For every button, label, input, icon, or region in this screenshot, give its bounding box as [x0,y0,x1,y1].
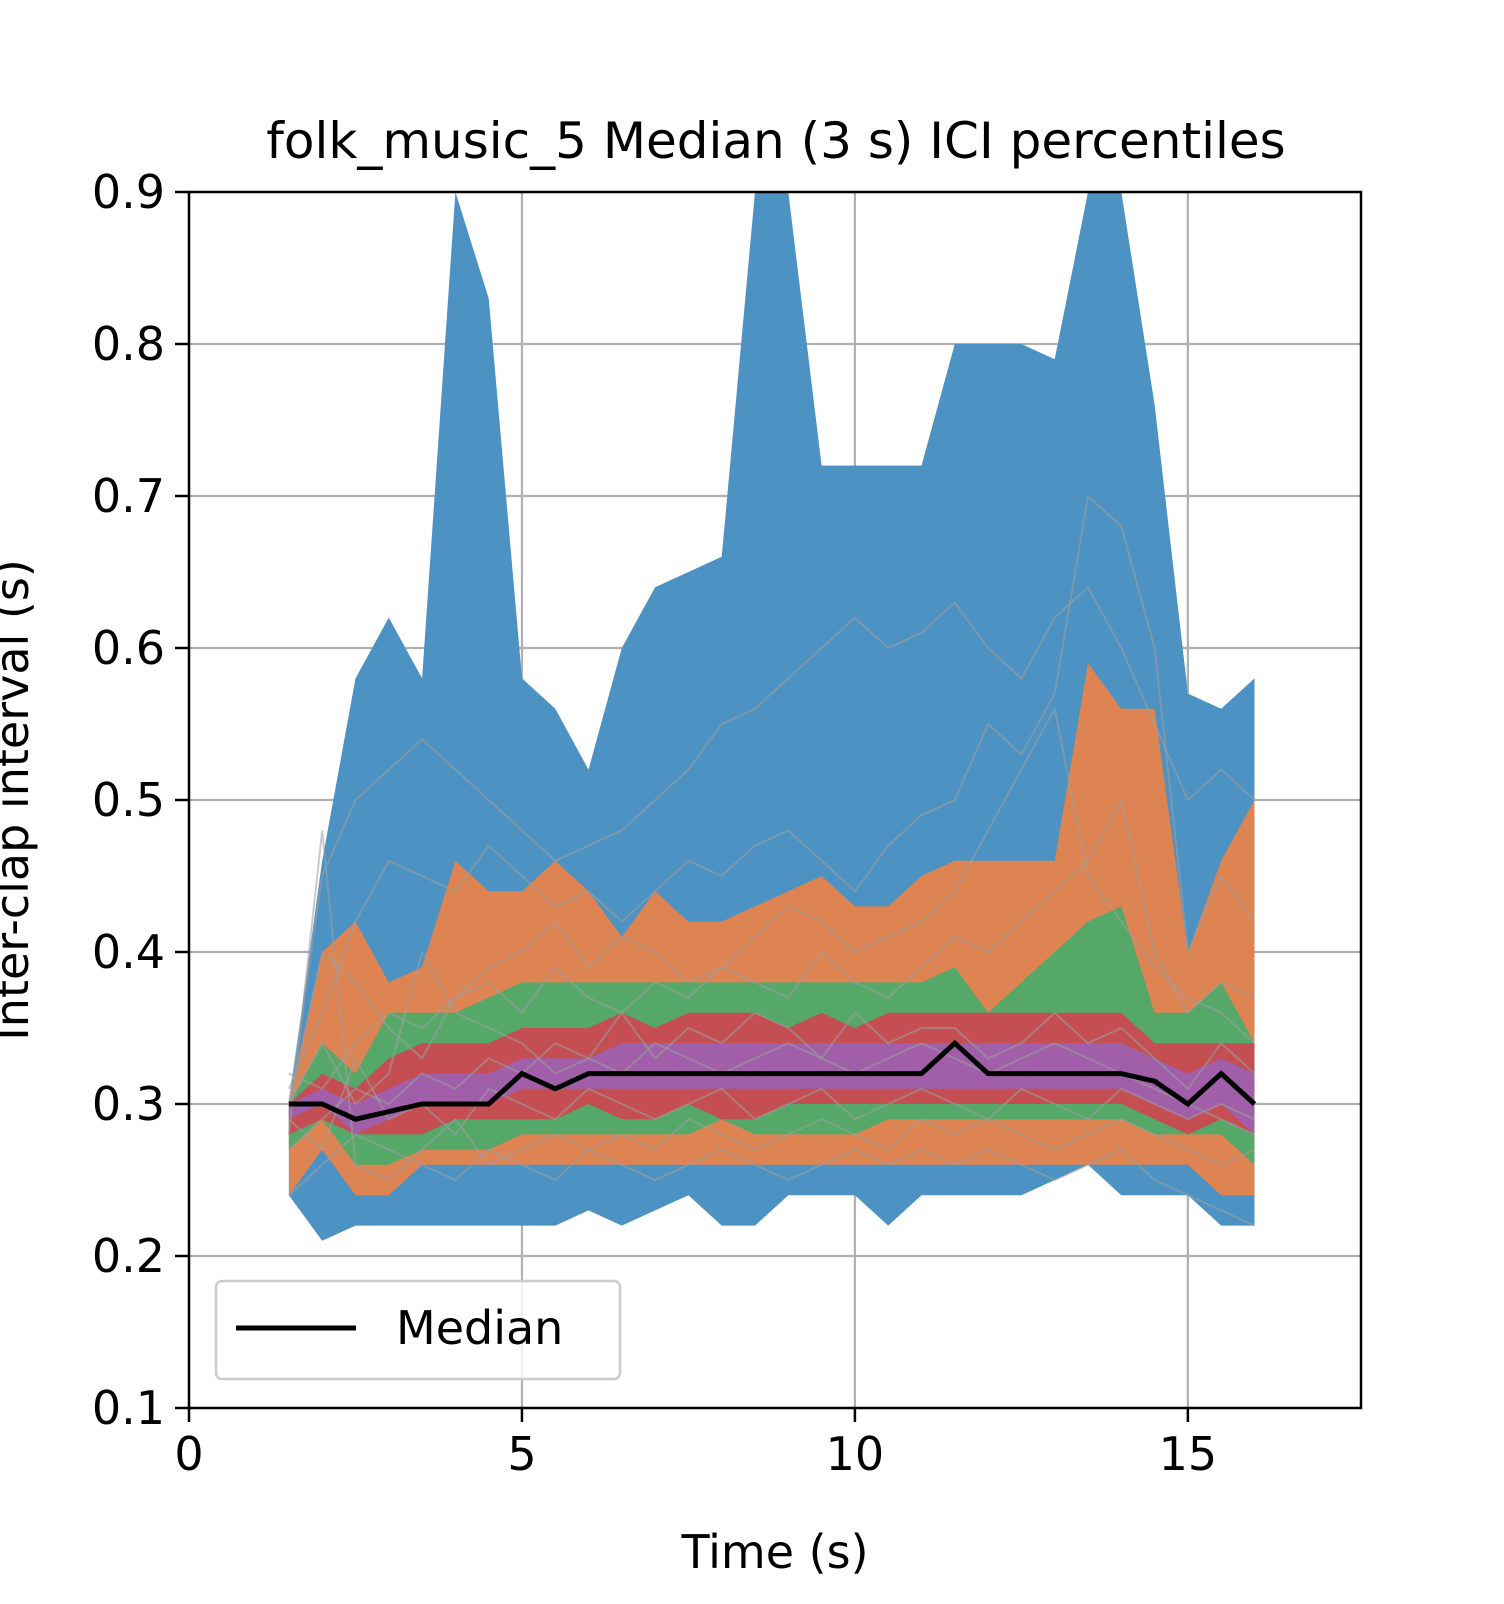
y-tick-label: 0.5 [92,773,165,827]
individual-trace-2 [288,1055,1255,1152]
individual-trace-6 [287,585,1256,1105]
x-axis-label: Time (s) [680,1525,868,1579]
x-tick-label: 0 [174,1427,203,1481]
chart-title: folk_music_5 Median (3 s) ICI percentile… [266,112,1285,170]
individual-trace-4 [287,797,1255,1105]
legend-box [214,1279,622,1381]
y-tick-label: 0.4 [92,925,165,979]
y-tick-label: 0.1 [92,1381,165,1435]
y-tick-label: 0.7 [92,469,165,523]
x-tick-label: 15 [1159,1427,1218,1481]
individual-trace-8 [288,1042,1255,1151]
individual-trace-5 [288,1133,1255,1227]
individual-traces-layer [287,494,1256,1227]
individual-trace-7 [288,705,1256,1091]
y-tick-label: 0.9 [92,165,165,219]
y-tick-label: 0.2 [92,1229,165,1283]
x-ticks: 0 5 10 15 [174,1408,1217,1481]
y-tick-label: 0.6 [92,621,165,675]
series-layer [288,1039,1257,1122]
x-tick-label: 10 [826,1427,885,1481]
legend-median-label: Median [396,1301,563,1355]
y-axis-label: Inter-clap interval (s) [0,559,39,1041]
x-tick-label: 5 [507,1427,536,1481]
y-tick-label: 0.3 [92,1077,165,1131]
individual-trace-3 [287,830,1255,1182]
legend: Median [214,1279,622,1381]
individual-trace-9 [287,494,1256,1090]
y-tick-label: 0.8 [92,317,165,371]
median-line [288,1039,1257,1122]
y-ticks: 0.1 0.2 0.3 0.4 0.5 0.6 0.7 0.8 0.9 [92,165,189,1435]
